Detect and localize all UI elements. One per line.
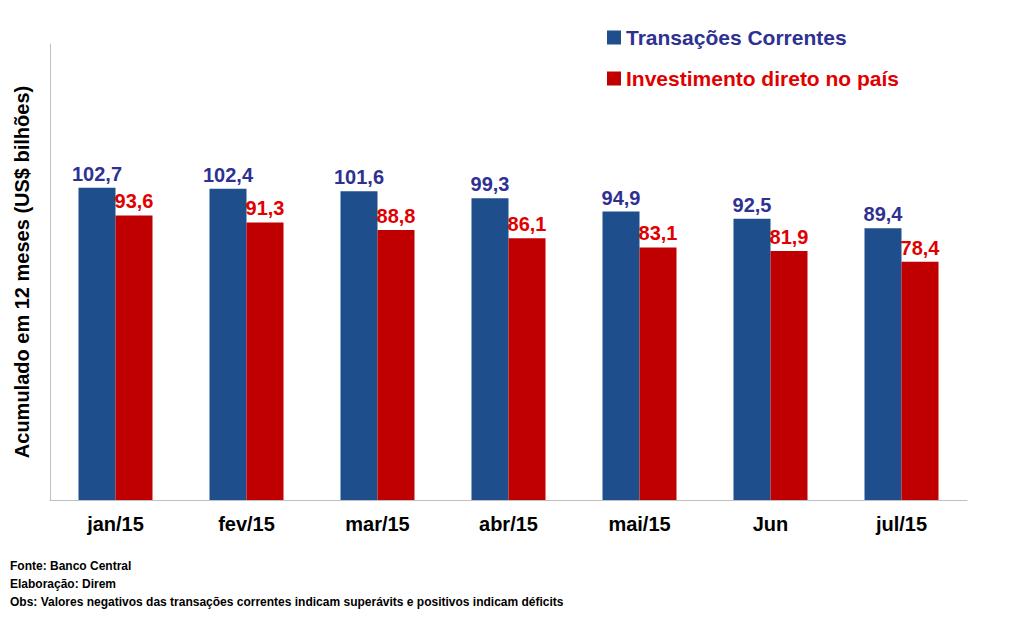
svg-text:Acumulado em 12 meses (US$ bil: Acumulado em 12 meses (US$ bilhões) bbox=[11, 86, 33, 458]
svg-text:78,4: 78,4 bbox=[901, 237, 941, 259]
svg-text:94,9: 94,9 bbox=[602, 187, 641, 209]
svg-text:86,1: 86,1 bbox=[508, 213, 547, 235]
svg-text:Obs: Valores negativos das tra: Obs: Valores negativos das transações co… bbox=[10, 595, 564, 609]
svg-text:mar/15: mar/15 bbox=[345, 513, 410, 535]
svg-text:mai/15: mai/15 bbox=[608, 513, 670, 535]
svg-text:fev/15: fev/15 bbox=[218, 513, 275, 535]
svg-text:jul/15: jul/15 bbox=[875, 513, 927, 535]
svg-text:83,1: 83,1 bbox=[639, 222, 678, 244]
svg-text:102,4: 102,4 bbox=[203, 164, 254, 186]
svg-text:101,6: 101,6 bbox=[334, 166, 384, 188]
svg-text:Elaboração: Direm: Elaboração: Direm bbox=[10, 577, 116, 591]
svg-text:99,3: 99,3 bbox=[471, 173, 510, 195]
svg-text:88,8: 88,8 bbox=[377, 205, 416, 227]
svg-text:Transações Correntes: Transações Correntes bbox=[626, 26, 847, 49]
svg-text:102,7: 102,7 bbox=[72, 163, 122, 185]
svg-text:91,3: 91,3 bbox=[246, 197, 285, 219]
svg-text:93,6: 93,6 bbox=[115, 190, 154, 212]
svg-text:Investimento direto no país: Investimento direto no país bbox=[626, 67, 899, 90]
svg-text:81,9: 81,9 bbox=[770, 226, 809, 248]
svg-text:jan/15: jan/15 bbox=[86, 513, 144, 535]
svg-text:Jun: Jun bbox=[753, 513, 789, 535]
svg-text:abr/15: abr/15 bbox=[479, 513, 538, 535]
svg-text:92,5: 92,5 bbox=[733, 194, 772, 216]
svg-text:Fonte: Banco Central: Fonte: Banco Central bbox=[10, 559, 131, 573]
svg-text:89,4: 89,4 bbox=[864, 203, 904, 225]
